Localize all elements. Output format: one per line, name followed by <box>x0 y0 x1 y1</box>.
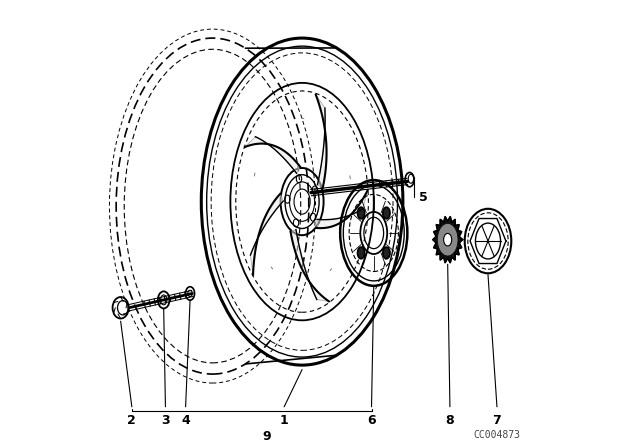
Polygon shape <box>250 194 284 275</box>
Ellipse shape <box>437 224 458 256</box>
Text: CC004873: CC004873 <box>474 431 520 440</box>
Text: 1: 1 <box>280 414 289 426</box>
Polygon shape <box>433 217 463 263</box>
Polygon shape <box>291 229 329 302</box>
Ellipse shape <box>383 247 390 259</box>
Text: 7: 7 <box>493 414 501 426</box>
Ellipse shape <box>358 207 365 219</box>
Text: 3: 3 <box>161 414 170 426</box>
Polygon shape <box>316 95 326 188</box>
Text: 9: 9 <box>262 430 271 444</box>
Text: 6: 6 <box>367 414 376 426</box>
Ellipse shape <box>383 207 390 219</box>
Polygon shape <box>245 137 300 173</box>
Text: 2: 2 <box>127 414 136 426</box>
Ellipse shape <box>358 247 365 259</box>
Ellipse shape <box>444 233 452 246</box>
Text: 8: 8 <box>445 414 454 426</box>
Polygon shape <box>317 190 367 228</box>
Text: 4: 4 <box>181 414 190 426</box>
Text: 5: 5 <box>419 190 428 204</box>
